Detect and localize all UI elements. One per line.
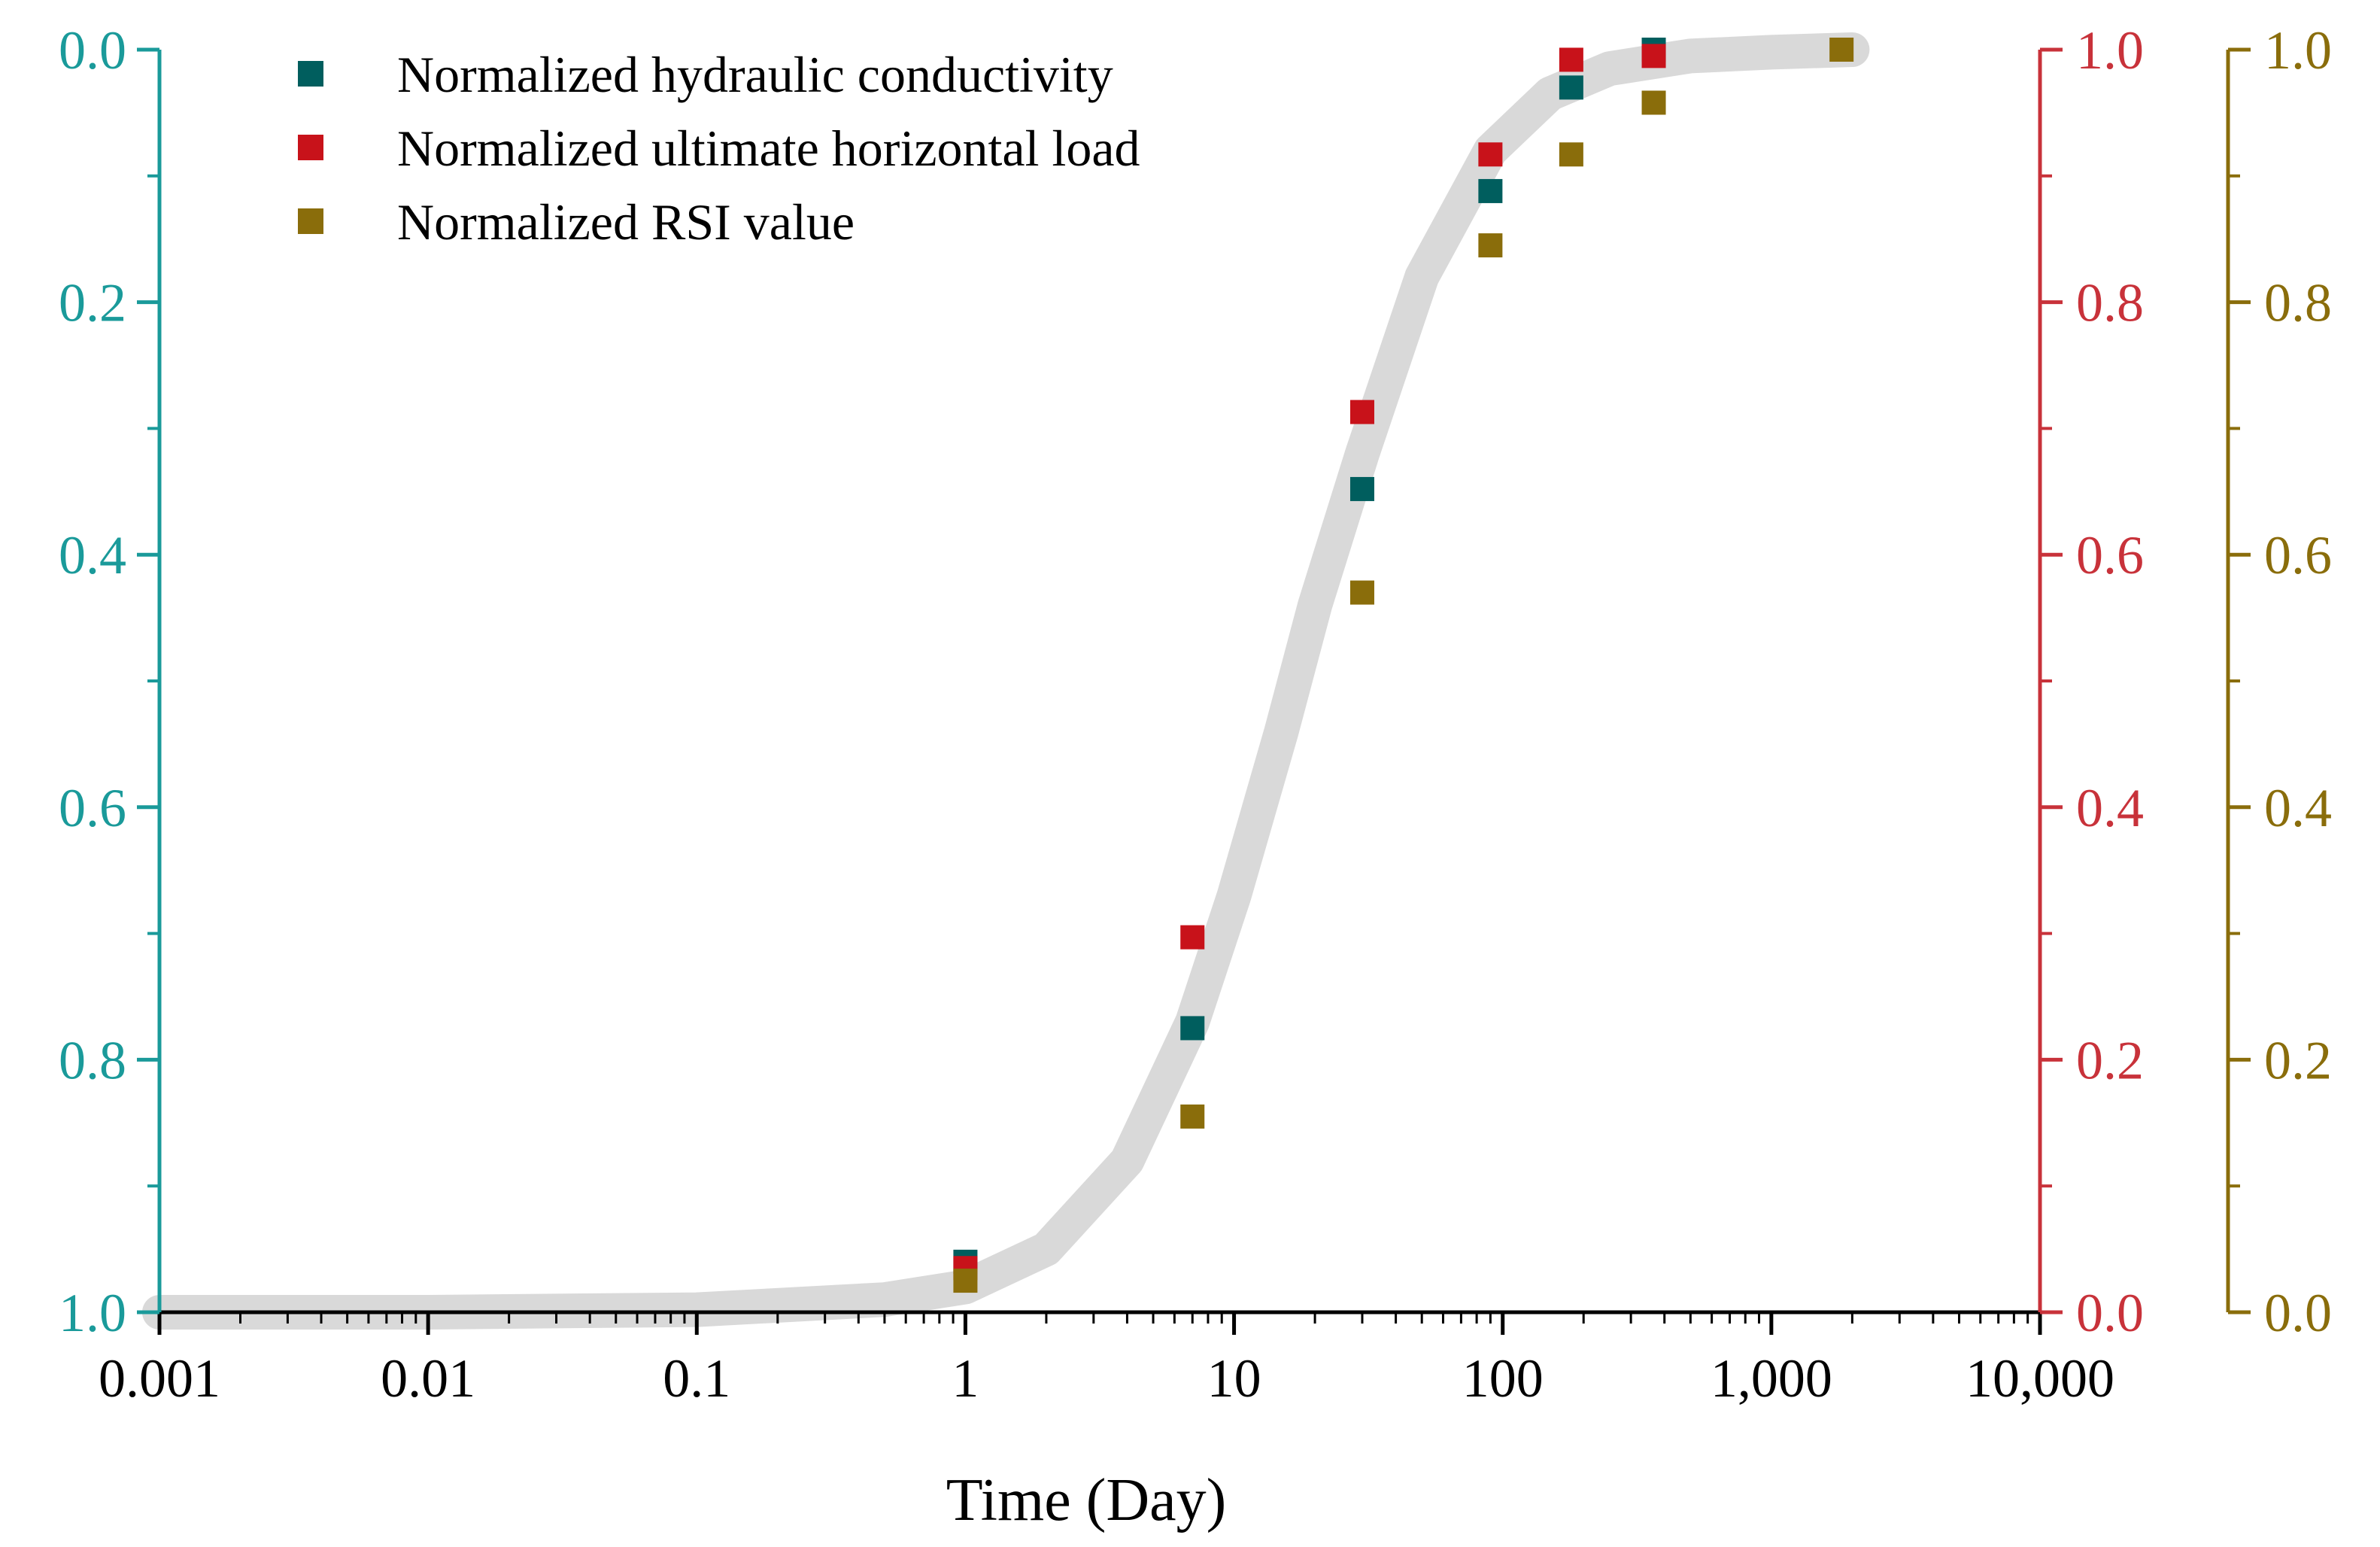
right-axis-tick-label: 0.2 [2076,1030,2144,1090]
second-right-axis-tick-label: 0.0 [2264,1283,2332,1343]
series-2-point [1641,44,1666,68]
right-axis-tick-label: 0.0 [2076,1283,2144,1343]
legend-label: Normalized RSI value [397,193,855,251]
second-right-axis-tick-label: 0.2 [2264,1030,2332,1090]
right-axis-tick-label: 1.0 [2076,20,2144,81]
legend: Normalized hydraulic conductivity Normali… [298,46,1140,251]
right-axis-tick-label: 0.8 [2076,273,2144,333]
x-tick-label: 0.01 [381,1348,475,1409]
series-2-point [1349,400,1374,424]
series-1-point [1180,1016,1205,1041]
series-3-point [1559,142,1583,167]
x-tick-label: 10,000 [1966,1348,2114,1409]
series-3-point [953,1269,978,1293]
right-axis-tick-label: 0.4 [2076,778,2144,838]
series-1-point [1349,476,1374,501]
left-tick-label: 1.0 [59,1283,126,1343]
series-1-point [1559,75,1583,100]
trend-band-layer [142,32,1870,1330]
right-axis-tick-label: 0.6 [2076,525,2144,585]
legend-marker [298,61,323,87]
left-tick-label: 0.2 [59,273,126,333]
x-tick-label: 0.001 [99,1348,220,1409]
x-tick-label: 10 [1207,1348,1261,1409]
left-tick-label: 0.0 [59,20,126,81]
series-3-point [1180,1104,1205,1129]
left-tick-label: 0.4 [59,525,126,585]
legend-marker [298,208,323,234]
series-3-point [1829,38,1854,62]
series-3-point [1641,90,1666,115]
x-tick-label: 100 [1462,1348,1544,1409]
second-right-axis-tick-label: 0.6 [2264,525,2332,585]
x-tick-label: 0.1 [663,1348,730,1409]
x-tick-label: 1,000 [1711,1348,1832,1409]
second-right-axis-tick-label: 0.4 [2264,778,2332,838]
second-right-axis-tick-label: 0.8 [2264,273,2332,333]
second-right-axis-tick-label: 1.0 [2264,20,2332,81]
series-2-point [1478,142,1503,167]
series-1-point [1478,178,1503,203]
legend-label: Normalized ultimate horizontal load [397,120,1140,177]
series-3-point [1349,580,1374,605]
legend-label: Normalized hydraulic conductivity [397,46,1113,103]
left-tick-label: 0.8 [59,1030,126,1090]
series-3-point [1478,233,1503,258]
x-tick-label: 1 [952,1348,979,1409]
series-2-point [1559,47,1583,72]
legend-marker [298,135,323,160]
points-layer [953,38,1854,1293]
axes-layer: 0.001 0.01 0.1 1 10 100 1,000 10,0000.00.20.40.… [59,20,2332,1409]
trend-band [142,32,1870,1330]
left-tick-label: 0.6 [59,778,126,838]
x-axis-title: Time (Day) [946,1467,1227,1533]
series-2-point [1180,925,1205,950]
